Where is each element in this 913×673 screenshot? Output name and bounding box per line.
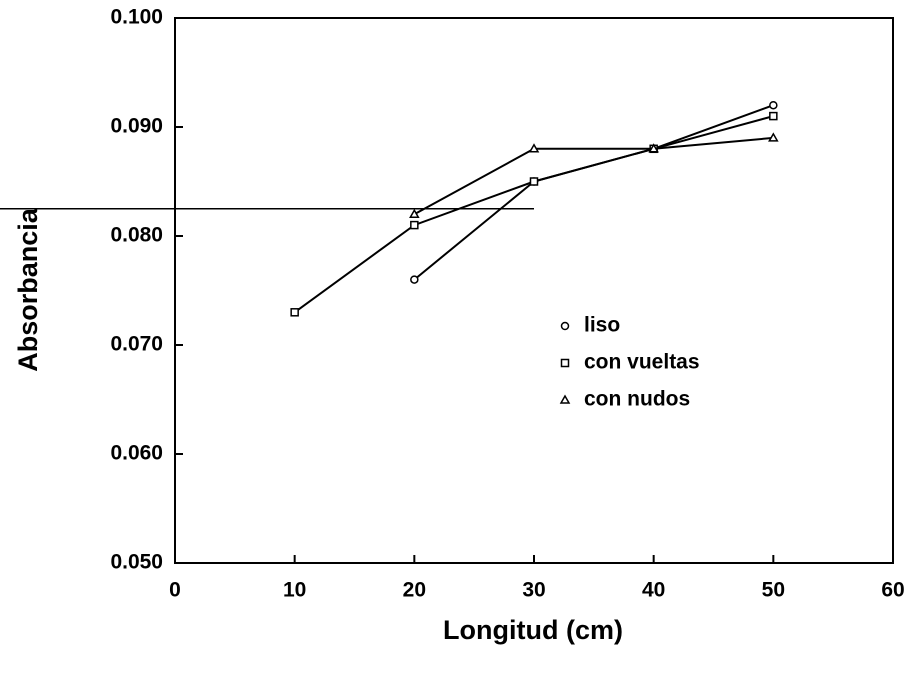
x-tick-label: 30 <box>522 579 545 602</box>
x-tick-label: 40 <box>642 579 665 602</box>
y-tick-label: 0.090 <box>110 115 163 138</box>
marker-triangle <box>409 208 420 218</box>
series-line <box>413 136 774 216</box>
marker-circle <box>410 275 419 284</box>
y-tick-label: 0.060 <box>110 442 163 465</box>
legend-marker <box>560 321 570 331</box>
legend-marker <box>559 394 571 404</box>
marker-square <box>410 220 419 230</box>
y-tick-label: 0.070 <box>110 333 163 356</box>
x-tick-label: 20 <box>403 579 426 602</box>
x-tick-label: 0 <box>169 579 181 602</box>
marker-triangle <box>768 132 779 142</box>
y-tick-label: 0.050 <box>110 551 163 574</box>
y-tick-label: 0.080 <box>110 224 163 247</box>
x-tick-label: 10 <box>283 579 306 602</box>
y-axis-label: Absorbancia <box>13 207 43 372</box>
marker-square <box>290 308 299 317</box>
x-tick-label: 60 <box>881 579 904 602</box>
marker-triangle <box>648 143 659 153</box>
marker-triangle <box>528 143 540 153</box>
legend-label: liso <box>584 314 620 337</box>
legend-label: con nudos <box>584 388 690 411</box>
marker-square <box>529 177 539 186</box>
x-axis-label: Longitud (cm) <box>443 615 623 645</box>
plot-frame <box>174 17 894 564</box>
marker-circle <box>769 100 778 110</box>
x-tick-label: 50 <box>762 579 785 602</box>
legend-label: con vueltas <box>584 351 700 374</box>
marker-square <box>769 111 778 121</box>
y-tick-label: 0.100 <box>110 6 163 29</box>
legend-marker <box>560 358 570 368</box>
